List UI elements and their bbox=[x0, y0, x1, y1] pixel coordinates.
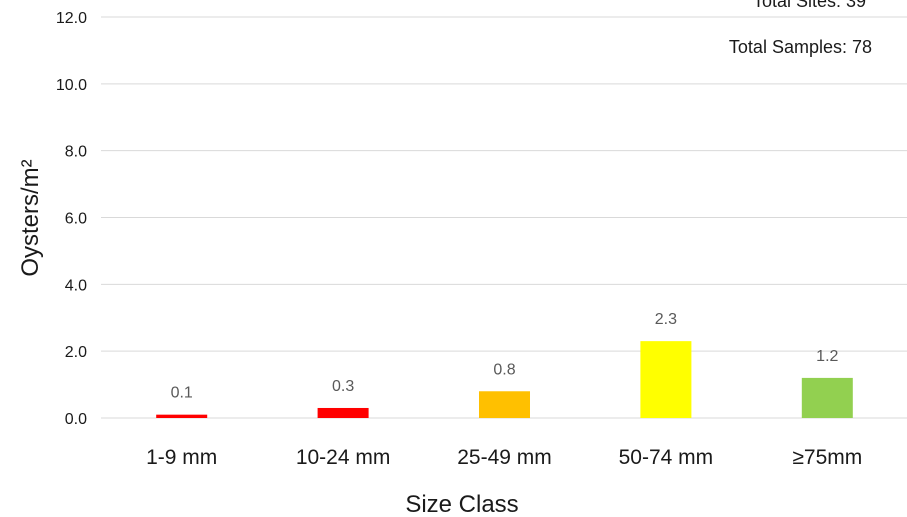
y-axis-title: Oysters/m² bbox=[17, 159, 44, 276]
gridlines bbox=[101, 16, 907, 419]
y-tick-label: 12.0 bbox=[56, 10, 87, 27]
bar bbox=[317, 407, 369, 418]
x-tick-label: ≥75mm bbox=[792, 446, 862, 469]
data-labels: 0.1 0.3 0.8 2.3 1.2 bbox=[171, 311, 839, 402]
y-tick-label: 10.0 bbox=[56, 77, 87, 94]
y-axis-ticks: 0.0 2.0 4.0 6.0 8.0 10.0 12.0 bbox=[56, 10, 87, 428]
data-label: 0.3 bbox=[332, 378, 354, 395]
y-tick-label: 0.0 bbox=[65, 411, 87, 428]
x-tick-label: 1-9 mm bbox=[146, 446, 217, 469]
data-label: 0.1 bbox=[171, 385, 193, 402]
bar bbox=[479, 391, 530, 418]
total-samples-annotation: Total Samples: 78 bbox=[729, 37, 872, 57]
x-tick-label: 25-49 mm bbox=[457, 446, 552, 469]
y-tick-label: 8.0 bbox=[65, 144, 87, 161]
data-label: 1.2 bbox=[816, 348, 838, 365]
x-axis-title: Size Class bbox=[405, 491, 518, 517]
y-tick-label: 6.0 bbox=[65, 211, 87, 228]
total-sites-annotation: Total Sites: 39 bbox=[753, 0, 866, 11]
x-tick-label: 10-24 mm bbox=[296, 446, 391, 469]
y-tick-label: 2.0 bbox=[65, 344, 87, 361]
data-label: 0.8 bbox=[493, 361, 515, 378]
bar bbox=[640, 341, 692, 418]
bar bbox=[156, 414, 208, 418]
data-label: 2.3 bbox=[655, 311, 677, 328]
bars bbox=[156, 341, 853, 418]
bar bbox=[801, 377, 853, 418]
x-tick-label: 50-74 mm bbox=[619, 446, 714, 469]
y-tick-label: 4.0 bbox=[65, 277, 87, 294]
x-axis-ticks: 1-9 mm 10-24 mm 25-49 mm 50-74 mm ≥75mm bbox=[146, 446, 862, 469]
